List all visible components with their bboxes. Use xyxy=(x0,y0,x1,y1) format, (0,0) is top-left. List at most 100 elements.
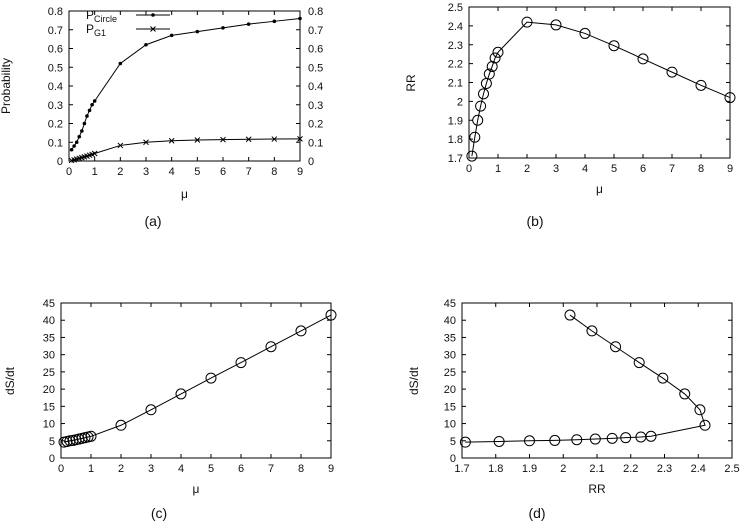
data-point xyxy=(608,40,620,52)
data-point xyxy=(80,129,84,133)
y-tick-label: 5 xyxy=(49,436,55,448)
chart-1: 0 1 2 3 4 5 6 7 8 900.10.20.30.40.50.60.70.800.10… xyxy=(0,6,323,229)
right-y-tick-label: 0.7 xyxy=(308,25,323,37)
data-point xyxy=(118,61,123,66)
data-point xyxy=(666,66,678,78)
y-tick-label: 40 xyxy=(43,315,55,327)
y-tick-label: 15 xyxy=(444,401,456,413)
series-line xyxy=(71,138,301,161)
y-tick-label: 25 xyxy=(444,367,456,379)
y-tick-label: 0 xyxy=(450,453,456,465)
data-point xyxy=(469,131,481,143)
x-tick-label: 8 xyxy=(271,166,277,178)
x-tick-label: 8 xyxy=(698,163,704,175)
x-axis-label: μ xyxy=(193,482,200,496)
data-point xyxy=(246,22,251,26)
y-tick-label: 10 xyxy=(43,419,55,431)
right-y-tick-label: 0.1 xyxy=(308,137,323,149)
data-point xyxy=(459,436,471,448)
y-tick-label: 2.3 xyxy=(448,40,463,52)
panel-caption: (a) xyxy=(144,213,161,229)
data-point xyxy=(475,100,487,112)
data-point xyxy=(85,430,97,442)
legend-marker xyxy=(150,26,156,32)
data-point xyxy=(478,88,489,100)
x-tick-label: 1 xyxy=(495,163,501,175)
right-y-tick-label: 0.3 xyxy=(308,100,323,112)
data-point xyxy=(82,121,87,126)
y-tick-label: 2 xyxy=(457,96,463,108)
data-point xyxy=(220,136,226,143)
data-point xyxy=(586,325,598,337)
y-tick-label: 35 xyxy=(43,332,55,344)
x-tick-label: 9 xyxy=(297,166,303,178)
right-y-tick-label: 0.6 xyxy=(308,44,323,56)
plot-frame xyxy=(468,6,731,159)
data-point xyxy=(91,150,98,157)
right-y-tick-label: 0.2 xyxy=(308,119,323,131)
data-point xyxy=(92,99,97,103)
data-point xyxy=(606,432,618,444)
x-tick-label: 6 xyxy=(220,166,226,178)
y-tick-label: 35 xyxy=(444,332,456,344)
x-tick-label: 3 xyxy=(148,463,154,475)
data-point xyxy=(144,42,148,47)
y-tick-label: 0.1 xyxy=(48,137,63,149)
y-axis-label: Probability xyxy=(0,58,13,114)
series-1 xyxy=(58,309,337,448)
series-line xyxy=(471,21,731,157)
data-point xyxy=(550,19,562,31)
x-tick-label: 0 xyxy=(58,463,64,475)
data-point xyxy=(589,433,601,445)
data-point xyxy=(297,136,303,142)
x-tick-label: 2.5 xyxy=(724,463,739,475)
y-tick-label: 0.2 xyxy=(48,119,63,131)
data-point xyxy=(87,108,92,113)
data-point xyxy=(483,68,495,80)
x-tick-label: 6 xyxy=(640,163,646,175)
x-tick-label: 1.7 xyxy=(454,463,469,475)
data-point xyxy=(115,419,127,431)
legend-label: PG1 xyxy=(86,22,106,38)
data-point xyxy=(466,150,478,162)
y-tick-label: 5 xyxy=(450,436,456,448)
data-point xyxy=(645,430,657,442)
series-1 xyxy=(466,16,736,162)
data-point xyxy=(90,102,94,107)
x-tick-label: 3 xyxy=(553,163,559,175)
y-tick-label: 0 xyxy=(49,453,55,465)
legend-entry: PG1 xyxy=(86,22,170,38)
right-y-tick-label: 0.4 xyxy=(308,81,323,93)
y-tick-label: 20 xyxy=(444,384,456,396)
x-tick-label: 1.9 xyxy=(522,463,537,475)
chart-4: 1.7 1.8 1.9 2 2.1 2.2 2.3 2.4 2.5 0 5 10 15 20 25 30 35 4… xyxy=(407,298,740,521)
legend-label: PCircle xyxy=(86,8,117,24)
data-point xyxy=(571,434,583,446)
series-2 xyxy=(68,136,303,164)
data-point xyxy=(271,136,278,142)
x-tick-label: 1 xyxy=(92,166,98,178)
chart-2: 0 1 2 3 4 5 6 7 8 9 1.7 1.8 1.9 2 2.1 2.2 2.3 2.4 2.5 μ RR (b… xyxy=(404,2,736,229)
x-tick-label: 2.3 xyxy=(657,463,672,475)
x-tick-label: 7 xyxy=(246,166,252,178)
data-point xyxy=(610,341,622,353)
y-axis-label: dS/dt xyxy=(407,366,421,395)
x-tick-label: 5 xyxy=(208,463,214,475)
x-tick-label: 4 xyxy=(178,463,184,475)
legend-entry: PCircle xyxy=(86,8,170,24)
data-point xyxy=(620,432,632,444)
y-tick-label: 20 xyxy=(43,384,55,396)
y-tick-label: 0.5 xyxy=(48,62,63,74)
x-axis-label: μ xyxy=(181,187,188,201)
x-tick-label: 2.2 xyxy=(623,463,638,475)
x-tick-label: 2.1 xyxy=(589,463,604,475)
data-point xyxy=(521,16,533,28)
x-tick-label: 7 xyxy=(669,163,675,175)
data-point xyxy=(143,139,149,146)
y-tick-label: 45 xyxy=(444,298,456,310)
plot-frame xyxy=(60,302,332,459)
panel-caption: (b) xyxy=(526,213,543,229)
series-1 xyxy=(459,309,711,448)
data-point xyxy=(298,16,302,21)
